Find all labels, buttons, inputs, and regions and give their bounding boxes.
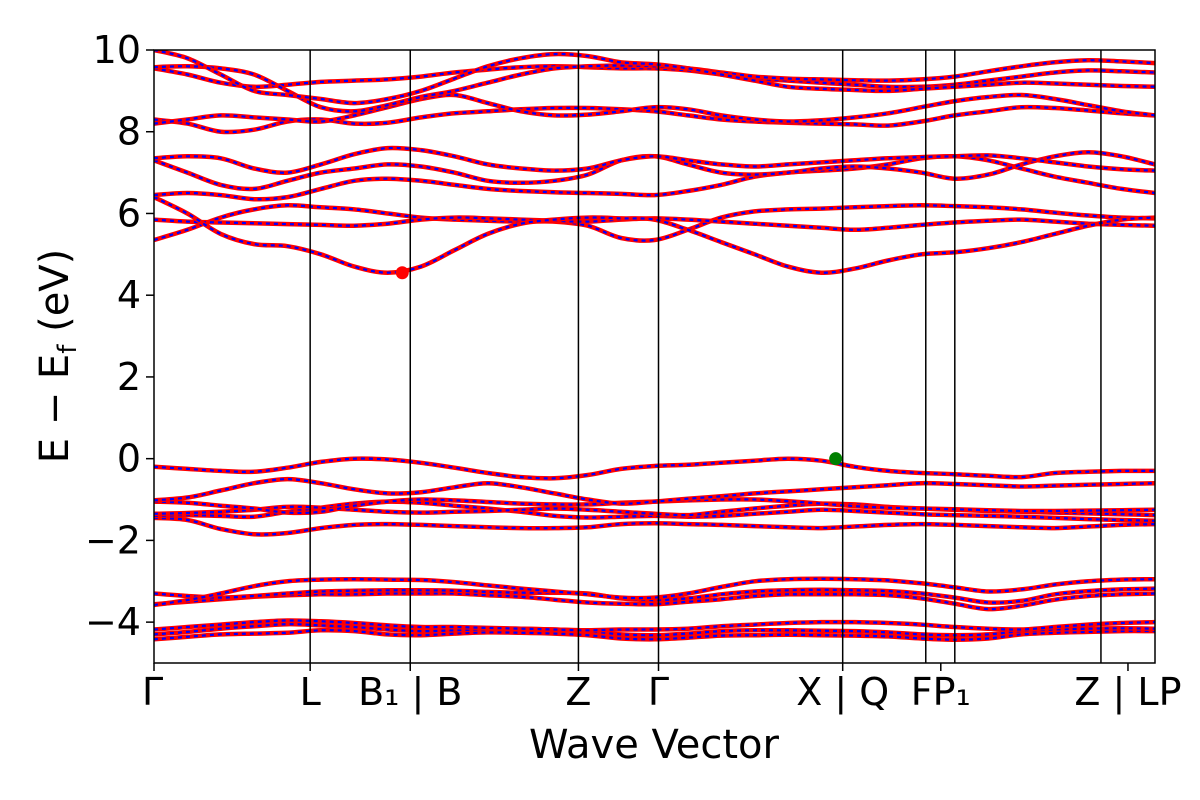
x-tick-label: Γ <box>648 670 669 714</box>
y-tick-label: 0 <box>117 437 141 481</box>
x-tick-label: Z | LP <box>1074 670 1181 715</box>
y-axis-title-main: E − E <box>32 354 78 464</box>
band-line-10 <box>154 476 1155 506</box>
y-axis-ticks: 10 8 6 4 2 0 −2 −4 <box>85 28 154 644</box>
x-tick-label: B₁ | B <box>358 670 462 715</box>
band-line-overlay-1 <box>154 623 1155 637</box>
band-line-4 <box>154 586 1155 605</box>
band-line-6 <box>154 515 1155 537</box>
band-line-11 <box>154 456 1155 481</box>
band-line-3 <box>154 591 1155 612</box>
y-tick-label: 2 <box>117 355 141 399</box>
high-symmetry-lines <box>309 50 1102 663</box>
band-line-overlay-17 <box>154 146 1155 174</box>
y-axis-title: E − Ef (eV) <box>32 249 83 464</box>
x-axis-title: Wave Vector <box>529 722 780 768</box>
x-tick-label: Γ <box>142 670 163 714</box>
band-line-overlay-2 <box>154 619 1155 632</box>
x-tick-label: Z <box>565 670 591 714</box>
band-edge-markers <box>395 266 843 466</box>
band-line-overlay-6 <box>154 516 1155 536</box>
y-tick-label: 4 <box>117 273 141 317</box>
marker-cbm <box>395 266 409 280</box>
band-line-overlay-19 <box>154 93 1155 125</box>
y-tick-label: 8 <box>117 110 141 154</box>
band-lines <box>154 50 1155 642</box>
band-line-overlay-5 <box>154 577 1155 607</box>
x-axis-ticks: Γ L B₁ | B Z Γ X | Q FP₁ Z | LP <box>142 663 1182 715</box>
y-tick-label: −4 <box>85 600 141 644</box>
marker-vbm <box>829 452 843 466</box>
band-line-overlay-0 <box>154 629 1155 641</box>
y-tick-label: 6 <box>117 191 141 235</box>
y-axis-title-unit: (eV) <box>32 249 78 345</box>
y-tick-label: 10 <box>93 28 141 72</box>
x-tick-label: X | Q <box>796 670 889 715</box>
plot-frame <box>153 49 1156 664</box>
band-line-overlay-13 <box>154 216 1155 231</box>
y-axis-title-subscript: f <box>53 344 83 354</box>
band-line-overlay-14 <box>154 196 1155 274</box>
x-tick-label: FP₁ <box>911 670 971 714</box>
y-tick-label: −2 <box>85 518 141 562</box>
band-line-overlay-12 <box>154 204 1155 242</box>
x-tick-label: L <box>300 670 321 714</box>
band-line-overlay-20 <box>154 65 1155 89</box>
band-line-overlay-22 <box>154 50 1155 105</box>
band-line-overlay-15 <box>154 155 1155 201</box>
band-line-overlay-10 <box>154 477 1155 505</box>
